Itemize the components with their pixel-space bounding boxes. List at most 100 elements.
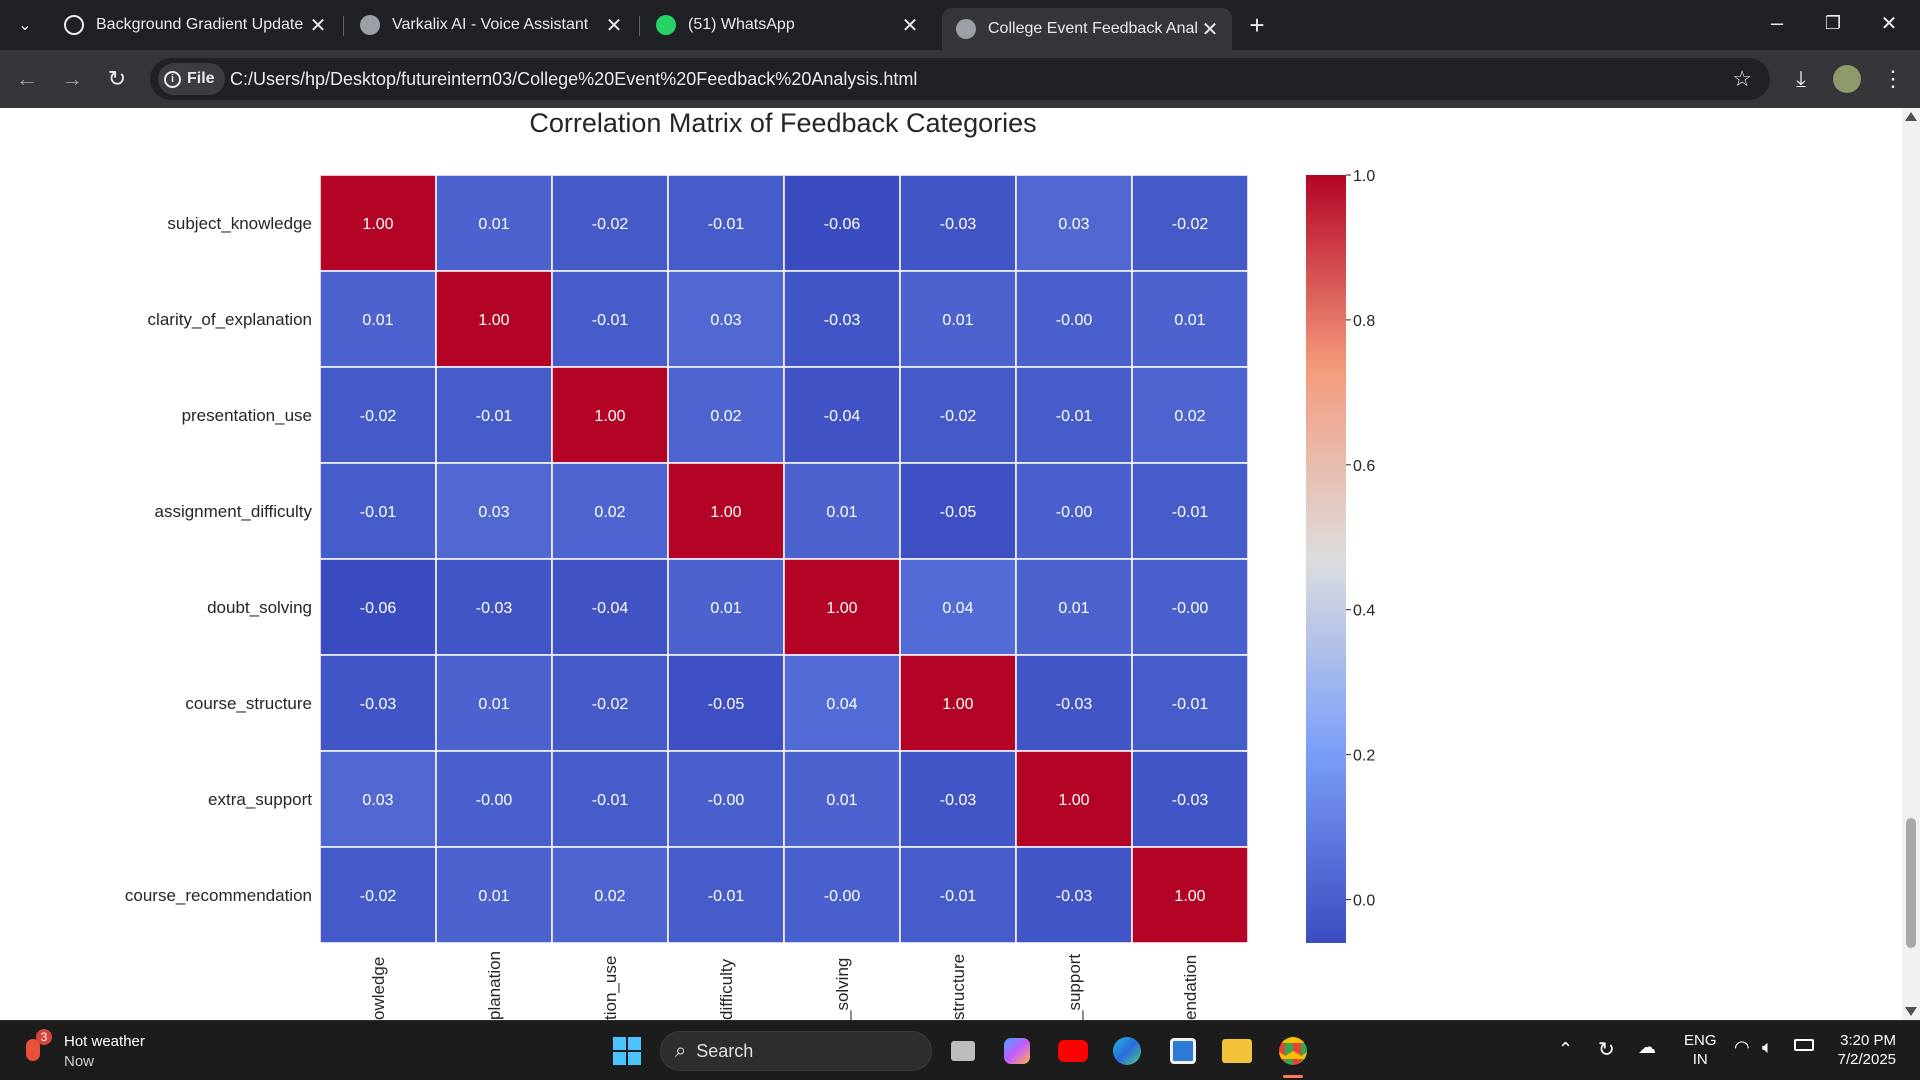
weather-badge: 3 [36, 1029, 52, 1045]
scrollbar-thumb[interactable] [1906, 818, 1916, 948]
search-label: Search [696, 1040, 754, 1061]
heatmap-value-label: 0.01 [478, 696, 509, 713]
heatmap-cell [319, 750, 437, 848]
tab-background-gradient[interactable]: Background Gradient Update ✕ [50, 8, 340, 42]
menu-icon[interactable]: ⋮ [1882, 66, 1904, 91]
tab-varkalix[interactable]: Varkalix AI - Voice Assistant ✕ [346, 8, 636, 42]
restore-icon[interactable]: ❐ [1824, 12, 1842, 33]
taskbar-search[interactable]: ⌕ Search [660, 1031, 932, 1071]
close-icon[interactable]: ✕ [309, 14, 327, 37]
clock[interactable]: 3:20 PM 7/2/2025 [1832, 1031, 1896, 1069]
avatar[interactable] [1830, 62, 1864, 96]
heatmap-value-label: 0.03 [362, 792, 393, 809]
heatmap-value-label: 0.01 [1058, 600, 1089, 617]
task-view-icon[interactable] [946, 1034, 980, 1068]
volume-icon[interactable]: 🔈︎ [1762, 1037, 1773, 1057]
vertical-scrollbar[interactable] [1902, 108, 1920, 1020]
star-icon[interactable]: ☆ [1732, 66, 1752, 91]
url-text[interactable]: C:/Users/hp/Desktop/futureintern03/Colle… [230, 69, 918, 89]
heatmap-cell [319, 174, 437, 272]
heatmap-cell [783, 462, 901, 560]
heatmap-cell [667, 366, 785, 464]
download-icon[interactable]: ⤓ [1796, 66, 1806, 91]
x-tick-label: _solving [833, 958, 852, 1020]
heatmap-cell [319, 366, 437, 464]
info-icon: i [164, 70, 181, 88]
close-icon[interactable]: ✕ [1201, 18, 1219, 41]
close-icon[interactable]: ✕ [901, 14, 919, 37]
reload-icon[interactable]: ↻ [107, 66, 127, 91]
heatmap-value-label: -0.03 [1056, 888, 1093, 905]
heatmap-value-label: -0.01 [708, 216, 745, 233]
heatmap-value-label: 0.03 [478, 504, 509, 521]
heatmap-value-label: -0.01 [1056, 408, 1093, 425]
heatmap-cell [667, 558, 785, 656]
language-indicator[interactable]: ENG IN [1684, 1031, 1717, 1069]
weather-subtitle: Now [64, 1053, 95, 1070]
chrome-icon[interactable] [1276, 1034, 1310, 1068]
tab-search-button[interactable]: ⌄ [18, 17, 32, 34]
weather-widget[interactable]: 3 Hot weather Now [22, 1029, 172, 1073]
heatmap-cell [783, 846, 901, 944]
back-icon[interactable]: ← [16, 66, 38, 91]
onedrive-icon[interactable]: ☁ [1638, 1037, 1656, 1057]
y-tick-label: subject_knowledge [167, 214, 312, 233]
heatmap-value-label: 0.01 [942, 312, 973, 329]
site-info-chip[interactable]: i File [158, 63, 225, 95]
weather-title: Hot weather [64, 1033, 145, 1050]
copilot-icon[interactable] [1000, 1034, 1034, 1068]
heatmap-cell [899, 270, 1017, 368]
heatmap-value-label: -0.01 [476, 408, 513, 425]
forward-icon[interactable]: → [61, 66, 83, 91]
scroll-up-arrow[interactable] [1905, 112, 1917, 121]
heatmap-cell [667, 462, 785, 560]
wifi-icon[interactable]: ◠ [1734, 1037, 1750, 1057]
heatmap-value-label: -0.03 [476, 600, 513, 617]
heatmap-value-label: -0.00 [708, 792, 745, 809]
file-explorer-icon[interactable] [1220, 1034, 1254, 1068]
address-bar[interactable]: i File C:/Users/hp/Desktop/futureintern0… [150, 58, 1770, 100]
chatgpt-icon [64, 15, 84, 35]
heatmap-value-label: -0.01 [708, 888, 745, 905]
tab-whatsapp[interactable]: (51) WhatsApp ✕ [642, 8, 932, 42]
page-viewport: Correlation Matrix of Feedback Categorie… [0, 108, 1920, 1020]
heatmap-cell [435, 366, 553, 464]
close-icon[interactable]: ✕ [605, 14, 623, 37]
tab-label: Background Gradient Update [96, 16, 304, 33]
heatmap-value-label: -0.04 [592, 600, 629, 617]
heatmap-value-label: 0.01 [478, 216, 509, 233]
heatmap-value-label: -0.02 [360, 888, 397, 905]
heatmap-value-label: 1.00 [942, 696, 973, 713]
window-close-icon[interactable]: ✕ [1880, 12, 1898, 35]
colorbar-tick-label: 0.4 [1353, 603, 1375, 620]
x-tick-label: tion_use [601, 956, 620, 1020]
heatmap-value-label: 0.01 [1174, 312, 1205, 329]
tab-college-event-feedback[interactable]: College Event Feedback Analysi ✕ [942, 8, 1232, 50]
heatmap-value-label: -0.04 [824, 408, 861, 425]
heatmap-value-label: 0.03 [1058, 216, 1089, 233]
new-tab-button[interactable]: + [1249, 9, 1265, 40]
heatmap-value-label: 0.02 [594, 504, 625, 521]
heatmap-value-label: 0.02 [1174, 408, 1205, 425]
y-tick-label: course_structure [185, 694, 312, 713]
sync-icon[interactable]: ↻ [1598, 1039, 1615, 1061]
heatmap-cell [1015, 366, 1133, 464]
heatmap-value-label: 1.00 [1174, 888, 1205, 905]
scroll-down-arrow[interactable] [1905, 1007, 1917, 1016]
battery-icon[interactable] [1794, 1039, 1814, 1051]
youtube-icon[interactable] [1056, 1034, 1090, 1068]
edge-icon[interactable] [1110, 1034, 1144, 1068]
search-icon: ⌕ [675, 1039, 687, 1062]
heatmap-value-label: 0.01 [478, 888, 509, 905]
y-tick-label: presentation_use [182, 406, 312, 425]
start-button[interactable] [610, 1034, 644, 1068]
x-tick-label: _support [1065, 954, 1084, 1020]
heatmap-cell [1131, 174, 1249, 272]
minimize-icon[interactable]: – [1770, 10, 1784, 35]
heatmap-value-label: 1.00 [1058, 792, 1089, 809]
colorbar-tick-label: 0.8 [1353, 313, 1375, 330]
chevron-up-icon[interactable]: ⌃ [1558, 1039, 1574, 1059]
heatmap-cell [899, 750, 1017, 848]
heatmap-cell [435, 174, 553, 272]
store-icon[interactable] [1166, 1034, 1200, 1068]
